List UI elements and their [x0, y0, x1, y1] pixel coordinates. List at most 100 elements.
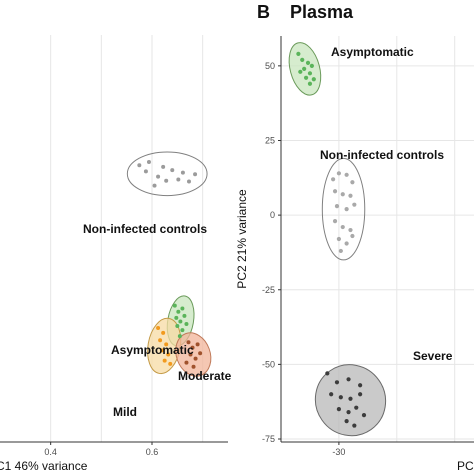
- panel-a-x-tick-label: 0.6: [146, 447, 159, 457]
- panel-a-point-moderate: [186, 340, 191, 345]
- panel-b-point-asymptomatic: [300, 57, 305, 62]
- panel-a-point-non-infected-controls: [186, 179, 191, 184]
- panel-b: B Plasma 50 25 0 -25 -50 -75 -30 PC2 21% vari…: [235, 2, 474, 473]
- panel-b-point-asymptomatic: [311, 77, 316, 82]
- panel-a: 0.4 0.6 PC1 46% variance Non-infected con…: [0, 35, 232, 473]
- panel-a-point-non-infected-controls: [143, 169, 148, 174]
- panel-a-ellipse-moderate: [175, 332, 212, 377]
- panel-a-point-non-infected-controls: [152, 183, 157, 188]
- panel-b-point-asymptomatic: [309, 63, 314, 68]
- panel-a-label-non-infected-controls: Non-infected controls: [83, 222, 207, 236]
- panel-b-point-non-infected-controls: [344, 207, 349, 212]
- panel-a-point-asymptomatic: [172, 303, 177, 308]
- panel-a-ellipse-non-infected-controls: [126, 151, 208, 197]
- panel-a-points: [137, 159, 203, 369]
- panel-b-point-non-infected-controls: [336, 236, 341, 242]
- panel-b-point-asymptomatic: [307, 81, 313, 86]
- panel-a-point-moderate: [190, 345, 195, 350]
- panel-b-point-non-infected-controls: [338, 248, 343, 254]
- panel-b-point-asymptomatic: [302, 66, 307, 71]
- panel-b-point-non-infected-controls: [340, 224, 345, 230]
- panel-b-point-severe: [358, 392, 363, 397]
- panel-a-point-asymptomatic: [180, 306, 185, 311]
- panel-b-title: Plasma: [290, 2, 354, 22]
- panel-b-point-non-infected-controls: [344, 241, 349, 246]
- panel-a-point-asymptomatic: [176, 309, 181, 314]
- panel-b-point-asymptomatic: [303, 75, 309, 80]
- panel-a-point-mild: [161, 330, 166, 335]
- panel-b-point-non-infected-controls: [350, 233, 355, 239]
- panel-a-point-moderate: [195, 342, 200, 347]
- panel-b-x-axis-title: PC: [457, 459, 474, 473]
- panel-a-point-asymptomatic: [177, 334, 182, 339]
- panel-b-ellipse-non-infected-controls: [321, 157, 366, 261]
- panel-b-y-axis-title: PC2 21% variance: [235, 189, 249, 289]
- panel-b-point-severe: [334, 380, 340, 385]
- panel-b-point-severe: [338, 395, 343, 400]
- panel-a-point-asymptomatic: [180, 328, 185, 333]
- panel-a-point-mild: [166, 352, 171, 357]
- panel-b-point-asymptomatic: [296, 51, 301, 57]
- panel-b-point-non-infected-controls: [336, 171, 341, 176]
- panel-b-y-ticks: 50 25 0 -25 -50 -75: [262, 61, 281, 444]
- panel-b-y-tick-label: -25: [262, 285, 275, 295]
- panel-b-point-non-infected-controls: [352, 202, 357, 207]
- panel-b-label-severe: Severe: [413, 349, 453, 363]
- panel-b-letter: B: [257, 2, 270, 22]
- panel-a-point-non-infected-controls: [180, 170, 185, 175]
- panel-b-point-asymptomatic: [298, 69, 303, 74]
- panel-b-x-tick-label: -30: [332, 447, 345, 457]
- panel-a-point-mild: [160, 348, 165, 353]
- panel-b-y-tick-label: 0: [270, 210, 275, 220]
- panel-b-point-severe: [358, 383, 363, 388]
- panel-a-point-non-infected-controls: [193, 172, 198, 177]
- panel-b-point-asymptomatic: [305, 60, 311, 65]
- panel-a-label-asymptomatic: Asymptomatic: [111, 343, 194, 357]
- panel-a-point-asymptomatic: [182, 313, 187, 318]
- panel-b-point-severe: [344, 419, 349, 424]
- panel-a-point-asymptomatic: [184, 321, 189, 326]
- panel-a-point-moderate: [191, 364, 196, 369]
- panel-a-point-moderate: [188, 352, 193, 357]
- panel-a-point-mild: [164, 342, 169, 347]
- panel-b-point-severe: [329, 392, 334, 397]
- panel-a-x-axis-title: PC1 46% variance: [0, 459, 88, 473]
- panel-a-point-asymptomatic: [174, 315, 179, 320]
- panel-b-point-non-infected-controls: [332, 189, 338, 194]
- panel-a-grid: [50, 35, 204, 442]
- panel-a-point-non-infected-controls: [156, 174, 161, 179]
- panel-a-group-labels: Non-infected controls Asymptomatic Mild Mod…: [83, 222, 232, 419]
- panel-a-x-ticks: 0.4 0.6: [44, 442, 158, 457]
- panel-b-y-tick-label: -75: [262, 434, 275, 444]
- panel-b-point-severe: [361, 413, 367, 418]
- panel-b-point-non-infected-controls: [340, 192, 345, 197]
- panel-b-points: [296, 51, 367, 428]
- panel-b-point-non-infected-controls: [350, 180, 355, 185]
- panel-b-point-severe: [352, 423, 357, 428]
- panel-b-point-non-infected-controls: [334, 204, 340, 209]
- panel-a-point-mild: [158, 338, 163, 343]
- panel-b-point-non-infected-controls: [332, 218, 338, 224]
- panel-a-point-mild: [162, 358, 167, 363]
- panel-b-y-tick-label: 25: [265, 135, 275, 145]
- panel-a-label-mild: Mild: [113, 405, 137, 419]
- panel-a-point-non-infected-controls: [137, 163, 142, 168]
- panel-a-x-tick-label: 0.4: [44, 447, 57, 457]
- panel-b-plot-background: [281, 36, 474, 442]
- panel-a-point-asymptomatic: [175, 324, 180, 329]
- panel-b-point-severe: [336, 407, 341, 412]
- panel-a-point-non-infected-controls: [146, 159, 151, 164]
- panel-b-point-severe: [346, 377, 351, 382]
- panel-b-point-non-infected-controls: [348, 227, 353, 233]
- panel-a-point-asymptomatic: [178, 319, 183, 324]
- panel-a-point-non-infected-controls: [170, 168, 175, 173]
- panel-b-x-ticks: -30: [332, 442, 345, 457]
- panel-b-point-non-infected-controls: [331, 177, 336, 182]
- panel-b-label-non-infected-controls: Non-infected controls: [320, 148, 444, 162]
- panel-a-point-moderate: [184, 360, 189, 365]
- panel-a-point-moderate: [193, 356, 198, 361]
- panel-b-y-tick-label: 50: [265, 61, 275, 71]
- panel-a-point-mild: [156, 326, 161, 331]
- panel-b-point-severe: [354, 405, 359, 410]
